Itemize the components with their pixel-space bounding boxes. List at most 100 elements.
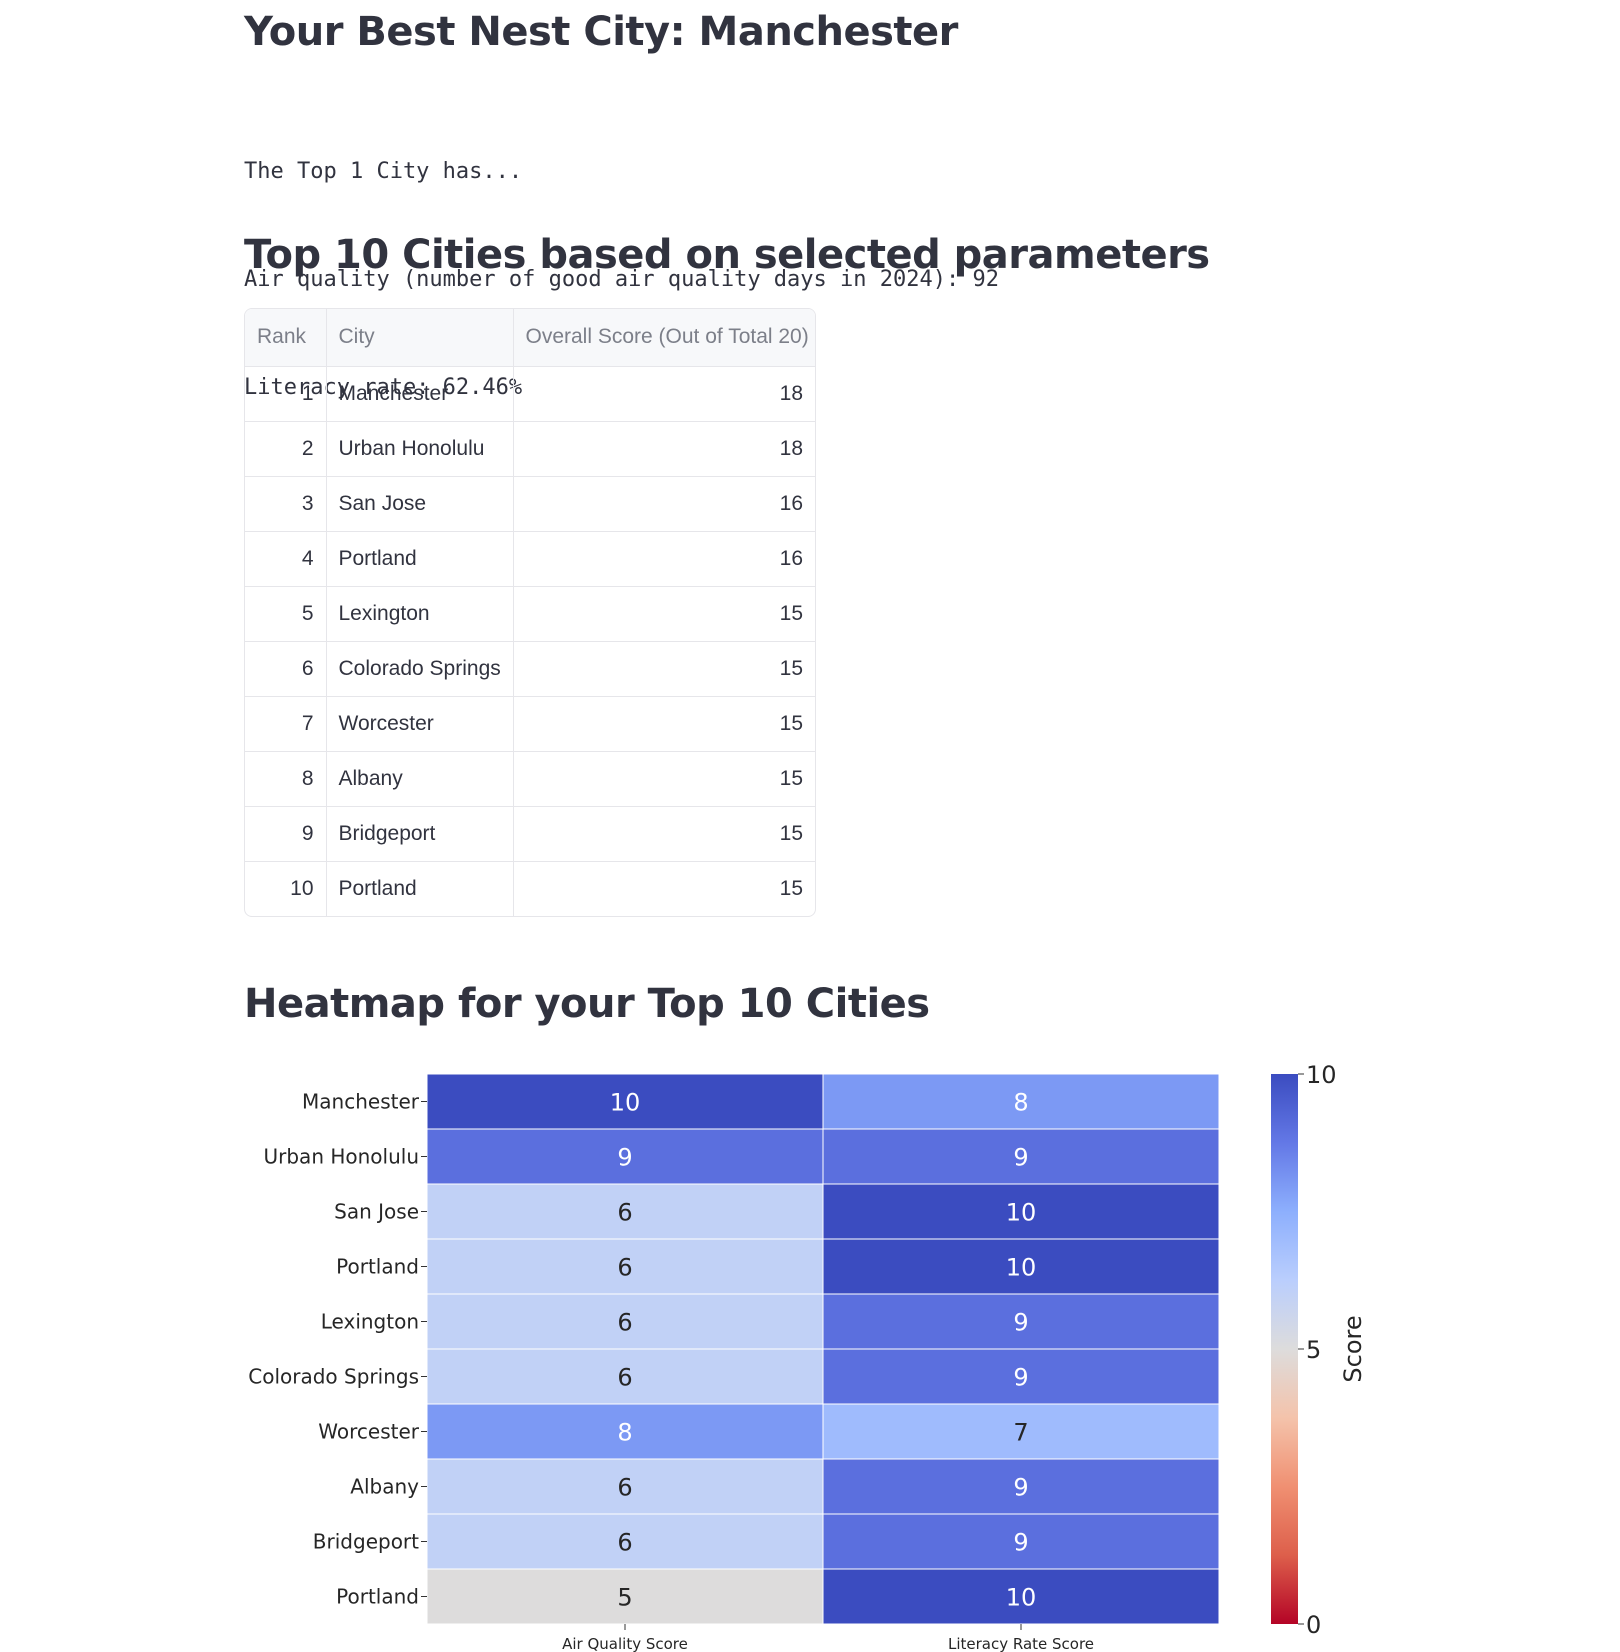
x-tick-label: Air Quality Score: [562, 1635, 688, 1652]
heatmap-cell-value: 5: [617, 1584, 632, 1612]
heatmap-cell: [822, 1293, 1220, 1350]
city-cell: Manchester: [326, 366, 514, 422]
heatmap-cell: [426, 1073, 824, 1130]
heatmap-cell-value: 9: [1013, 1309, 1028, 1337]
y-tick-label: San Jose: [334, 1200, 419, 1224]
table-row[interactable]: 1 Manchester 18: [245, 366, 815, 422]
heatmap-title: Heatmap for your Top 10 Cities: [244, 981, 930, 1027]
heatmap-cell-value: 6: [617, 1199, 632, 1227]
heatmap-cell: [822, 1183, 1220, 1240]
city-cell: Albany: [326, 751, 514, 807]
heatmap-cell-value: 6: [617, 1529, 632, 1557]
heatmap-cell: [822, 1458, 1220, 1515]
city-cell: Portland: [326, 531, 514, 587]
heatmap-cell: [822, 1128, 1220, 1185]
heatmap-cell: [822, 1403, 1220, 1460]
heatmap-cell-value: 6: [617, 1364, 632, 1392]
heatmap-cell-value: 6: [617, 1254, 632, 1282]
table-row[interactable]: 6 Colorado Springs 15: [245, 641, 815, 697]
colorbar-tick-label: 5: [1306, 1336, 1321, 1364]
rank-cell: 7: [245, 696, 327, 752]
heatmap-cell: [822, 1513, 1220, 1570]
heatmap-cell-value: 10: [1006, 1584, 1037, 1612]
colorbar: [1271, 1074, 1298, 1624]
top10-table[interactable]: Rank City Overall Score (Out of Total 20…: [244, 308, 816, 917]
heatmap-cell-value: 9: [1013, 1144, 1028, 1172]
heatmap-cell-value: 8: [617, 1419, 632, 1447]
top10-title: Top 10 Cities based on selected paramete…: [244, 232, 1210, 278]
heatmap-cell-value: 6: [617, 1309, 632, 1337]
rank-cell: 5: [245, 586, 327, 642]
best-city-title: Your Best Nest City: Manchester: [244, 9, 958, 55]
rank-cell: 6: [245, 641, 327, 697]
heatmap-cell: [426, 1568, 824, 1625]
heatmap-cell-value: 7: [1013, 1419, 1028, 1447]
y-tick-label: Portland: [336, 1585, 419, 1609]
table-row[interactable]: 2 Urban Honolulu 18: [245, 421, 815, 477]
y-tick-label: Urban Honolulu: [264, 1145, 420, 1169]
rank-cell: 3: [245, 476, 327, 532]
y-tick-label: Portland: [336, 1255, 419, 1279]
heatmap-cell-value: 10: [610, 1089, 641, 1117]
score-cell: 15: [513, 641, 815, 697]
table-row[interactable]: 10 Portland 15: [245, 861, 815, 916]
colorbar-label: Score: [1339, 1315, 1367, 1382]
city-cell: Worcester: [326, 696, 514, 752]
city-cell: Urban Honolulu: [326, 421, 514, 477]
rank-cell: 1: [245, 366, 327, 422]
table-row[interactable]: 4 Portland 16: [245, 531, 815, 587]
rank-cell: 9: [245, 806, 327, 862]
heatmap-cell: [822, 1073, 1220, 1130]
x-tick-label: Literacy Rate Score: [948, 1635, 1094, 1652]
heatmap-cell-value: 6: [617, 1474, 632, 1502]
table-row[interactable]: 7 Worcester 15: [245, 696, 815, 752]
heatmap-chart: 10 8 9 9 6 10 6 10 6 9 6 9 8 7 6 9 6 9 5 10 Manchester Urban …: [244, 1058, 1384, 1652]
score-cell: 18: [513, 421, 815, 477]
city-cell: San Jose: [326, 476, 514, 532]
score-cell: 18: [513, 366, 815, 422]
table-row[interactable]: 8 Albany 15: [245, 751, 815, 807]
heatmap-cell-value: 10: [1006, 1199, 1037, 1227]
score-cell: 15: [513, 806, 815, 862]
heatmap-cell-value: 10: [1006, 1254, 1037, 1282]
column-header-city[interactable]: City: [326, 309, 514, 367]
score-cell: 15: [513, 696, 815, 752]
heatmap-cell-value: 8: [1013, 1089, 1028, 1117]
score-cell: 15: [779, 876, 803, 900]
y-tick-label: Lexington: [321, 1310, 419, 1334]
summary-line: The Top 1 City has...: [244, 159, 523, 184]
city-cell: Portland: [326, 861, 514, 916]
rank-cell: 10: [245, 861, 327, 916]
heatmap-cell: [822, 1238, 1220, 1295]
y-tick-label: Manchester: [302, 1090, 420, 1114]
heatmap-cell-value: 9: [1013, 1364, 1028, 1392]
table-row[interactable]: 9 Bridgeport 15: [245, 806, 815, 862]
city-cell: Bridgeport: [326, 806, 514, 862]
score-cell: 15: [513, 751, 815, 807]
heatmap-svg: 10 8 9 9 6 10 6 10 6 9 6 9 8 7 6 9 6 9 5 10 Manchester Urban …: [248, 1061, 1367, 1652]
rank-cell: 4: [245, 531, 327, 587]
heatmap-cell-value: 9: [1013, 1529, 1028, 1557]
table-row[interactable]: 5 Lexington 15: [245, 586, 815, 642]
heatmap-cell: [822, 1568, 1220, 1625]
heatmap-cell: [822, 1348, 1220, 1405]
city-cell: Lexington: [326, 586, 514, 642]
y-tick-label: Worcester: [318, 1420, 419, 1444]
y-tick-label: Albany: [350, 1475, 419, 1499]
heatmap-cell-value: 9: [617, 1144, 632, 1172]
column-header-score[interactable]: Overall Score (Out of Total 20): [513, 309, 815, 367]
score-cell: 15: [513, 586, 815, 642]
colorbar-tick-label: 0: [1306, 1611, 1321, 1639]
colorbar-tick-label: 10: [1306, 1061, 1337, 1089]
summary-line: Air quality (number of good air quality …: [244, 267, 999, 292]
y-tick-label: Colorado Springs: [248, 1365, 419, 1389]
score-cell: 16: [513, 531, 815, 587]
heatmap-cell-value: 9: [1013, 1474, 1028, 1502]
y-tick-label: Bridgeport: [313, 1530, 419, 1554]
rank-cell: 2: [245, 421, 327, 477]
table-row[interactable]: 3 San Jose 16: [245, 476, 815, 532]
rank-cell: 8: [245, 751, 327, 807]
score-cell: 16: [513, 476, 815, 532]
city-cell: Colorado Springs: [326, 641, 514, 697]
column-header-rank[interactable]: Rank: [245, 309, 327, 367]
